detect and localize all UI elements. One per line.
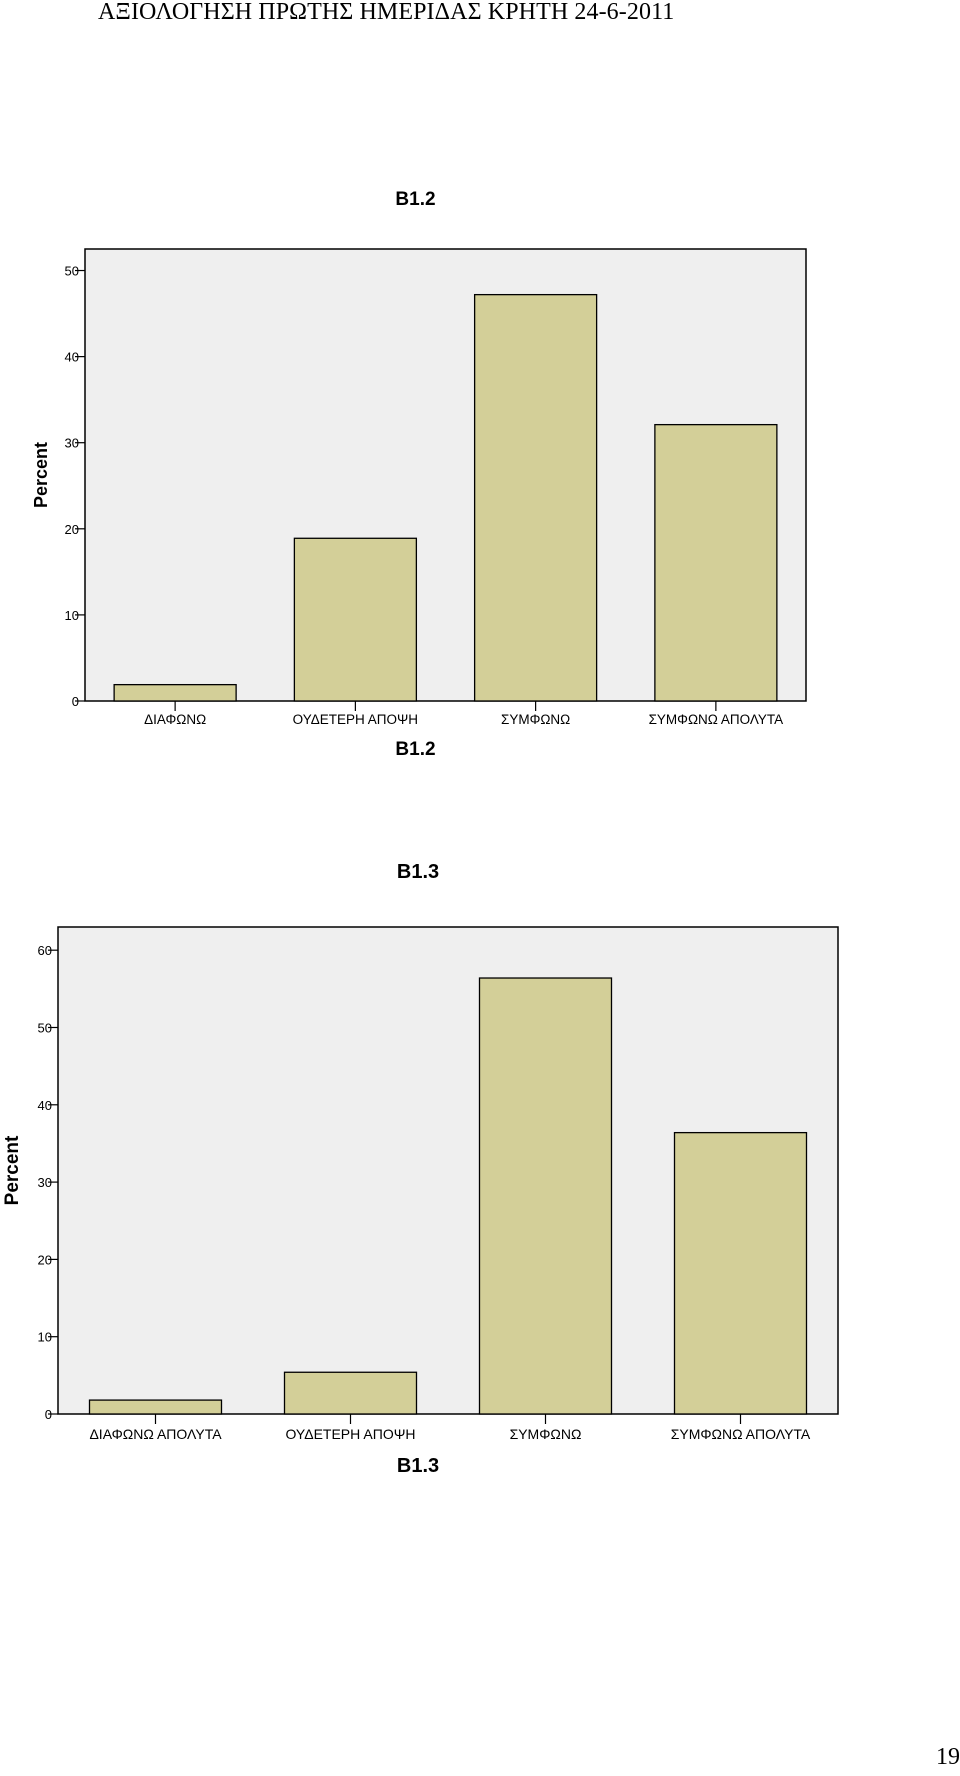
y-tick-label: 40 bbox=[65, 350, 79, 365]
chart-b1-3: B1.3 0 10 20 30 40 50 60 Percent ΔΙΑΦΩΝΩ ΑΠΟΛΥΤΑ Ο… bbox=[2, 861, 839, 1477]
bar bbox=[283, 1371, 418, 1415]
x-tick-label: ΔΙΑΦΩΝΩ ΑΠΟΛΥΤΑ bbox=[89, 1426, 222, 1442]
x-axis-title: B1.2 bbox=[395, 739, 435, 760]
y-tick-label: 10 bbox=[65, 608, 79, 623]
y-tick-label: 30 bbox=[38, 1175, 52, 1190]
x-axis-title: B1.3 bbox=[397, 1455, 439, 1477]
page-number: 19 bbox=[936, 1744, 960, 1770]
y-tick-label: 50 bbox=[38, 1020, 52, 1035]
bar bbox=[293, 537, 418, 702]
y-tick-label: 0 bbox=[45, 1407, 52, 1422]
bar bbox=[88, 1399, 223, 1415]
x-tick-label: ΣΥΜΦΩΝΩ ΑΠΟΛΥΤΑ bbox=[649, 712, 784, 727]
x-tick-label: ΟΥΔΕΤΕΡΗ ΑΠΟΨΗ bbox=[293, 712, 418, 727]
y-tick-label: 20 bbox=[65, 522, 79, 537]
x-tick-label: ΟΥΔΕΤΕΡΗ ΑΠΟΨΗ bbox=[285, 1426, 415, 1442]
y-axis-title: Percent bbox=[2, 1135, 23, 1205]
x-tick-label: ΔΙΑΦΩΝΩ bbox=[144, 712, 206, 727]
y-tick-label: 20 bbox=[38, 1252, 52, 1267]
y-tick-label: 40 bbox=[38, 1098, 52, 1113]
y-tick-label: 60 bbox=[38, 943, 52, 958]
x-tick-label: ΣΥΜΦΩΝΩ bbox=[501, 712, 570, 727]
x-tick-label: ΣΥΜΦΩΝΩ bbox=[510, 1426, 582, 1442]
y-axis-title: Percent bbox=[31, 442, 51, 508]
y-tick-label: 50 bbox=[65, 264, 79, 279]
bar bbox=[478, 977, 613, 1415]
x-tick-label: ΣΥΜΦΩΝΩ ΑΠΟΛΥΤΑ bbox=[671, 1426, 811, 1442]
bar bbox=[654, 423, 778, 702]
y-tick-label: 0 bbox=[72, 694, 79, 709]
chart-title: B1.2 bbox=[395, 189, 435, 210]
chart-title: B1.3 bbox=[397, 861, 439, 883]
page-header: ΑΞΙΟΛΟΓΗΣΗ ΠΡΩΤΗΣ ΗΜΕΡΙΔΑΣ ΚΡΗΤΗ 24-6-20… bbox=[98, 0, 675, 25]
chart-b1-2: B1.2 0 10 20 30 40 50 Percent ΔΙΑΦΩΝΩ ΟΥΔΕΤΕΡΗ ΑΠ… bbox=[31, 189, 807, 760]
y-tick-label: 30 bbox=[65, 436, 79, 451]
bar bbox=[473, 293, 598, 702]
y-tick-label: 10 bbox=[38, 1330, 52, 1345]
bar bbox=[673, 1131, 808, 1415]
